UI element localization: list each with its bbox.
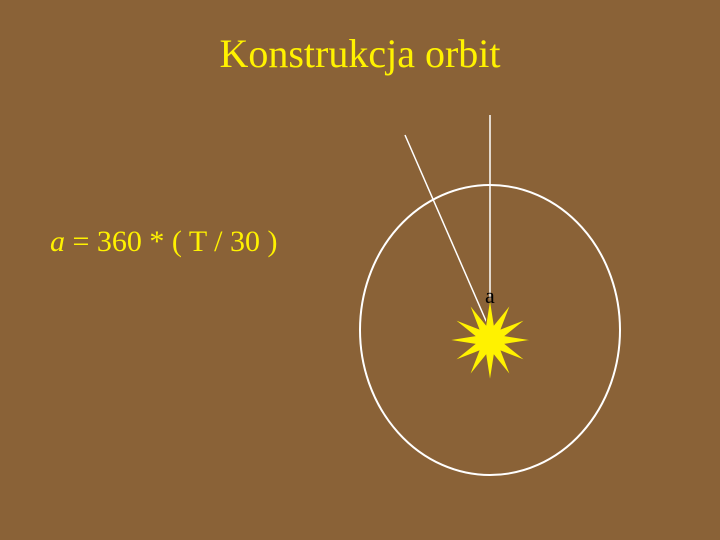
formula-rest: = 360 * ( T / 30 ) <box>65 225 277 258</box>
formula-variable: a <box>50 225 65 258</box>
radius-line-angled <box>405 135 490 330</box>
orbit-diagram <box>0 0 720 540</box>
sun-starburst-icon <box>448 298 532 382</box>
angle-label: a <box>485 283 495 309</box>
orbit-ellipse <box>360 185 620 475</box>
slide-title: Konstrukcja orbit <box>0 30 720 77</box>
formula-text: a = 360 * ( T / 30 ) <box>50 225 277 259</box>
slide: Konstrukcja orbit a = 360 * ( T / 30 ) a <box>0 0 720 540</box>
